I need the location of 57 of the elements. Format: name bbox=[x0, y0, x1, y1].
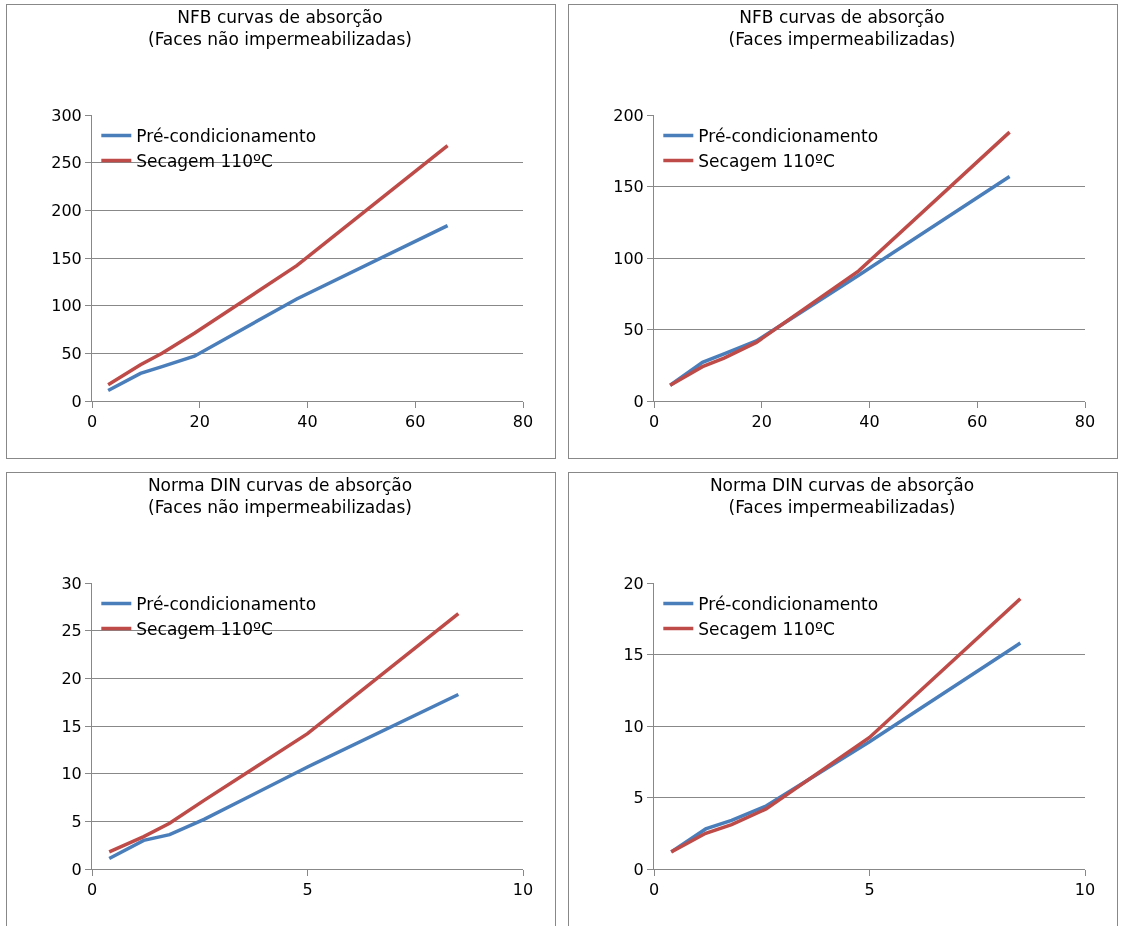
y-tick-label: 200 bbox=[613, 105, 644, 125]
y-tick-label: 10 bbox=[61, 764, 82, 784]
x-tick-label: 0 bbox=[648, 880, 660, 900]
y-tick-label: 0 bbox=[71, 391, 82, 411]
y-tick-label: 10 bbox=[623, 716, 644, 736]
x-tick-label: 5 bbox=[864, 880, 875, 900]
line-series bbox=[107, 611, 461, 854]
y-tick-label: 100 bbox=[51, 296, 82, 316]
y-tick-label: 15 bbox=[623, 645, 644, 665]
x-tick-label: 20 bbox=[189, 412, 210, 432]
y-tick-label: 0 bbox=[633, 391, 644, 411]
x-tick-label: 20 bbox=[751, 412, 772, 432]
chart-title: NFB curvas de absorção (Faces impermeabilizadas) bbox=[728, 7, 956, 50]
legend-label: Secagem 110ºC bbox=[698, 151, 835, 172]
chart-title: NFB curvas de absorção (Faces não impermeabilizadas) bbox=[148, 7, 412, 50]
y-tick-label: 150 bbox=[613, 177, 644, 197]
y-tick-label: 25 bbox=[61, 621, 82, 641]
line-series bbox=[669, 596, 1023, 854]
line-series bbox=[106, 143, 450, 387]
x-tick-label: 0 bbox=[86, 880, 98, 900]
x-tick-label: 40 bbox=[859, 412, 880, 432]
legend-label: Pré-condicionamento bbox=[136, 126, 317, 147]
legend-label: Secagem 110ºC bbox=[136, 619, 273, 640]
legend-label: Secagem 110ºC bbox=[698, 619, 835, 640]
line-series bbox=[106, 223, 450, 393]
x-tick-label: 60 bbox=[405, 412, 426, 432]
x-tick-label: 0 bbox=[86, 412, 98, 432]
x-tick-label: 0 bbox=[648, 412, 660, 432]
legend-label: Secagem 110ºC bbox=[136, 151, 273, 172]
y-tick-label: 300 bbox=[51, 105, 82, 125]
y-tick-label: 50 bbox=[61, 343, 82, 363]
y-tick-label: 30 bbox=[61, 573, 82, 593]
x-tick-label: 10 bbox=[512, 880, 534, 900]
y-tick-label: 100 bbox=[613, 248, 644, 268]
y-tick-label: 5 bbox=[71, 811, 82, 831]
x-tick-label: 80 bbox=[1074, 412, 1096, 432]
y-tick-label: 20 bbox=[61, 668, 82, 688]
y-tick-label: 15 bbox=[61, 716, 82, 736]
y-tick-label: 20 bbox=[623, 573, 644, 593]
chart-title: Norma DIN curvas de absorção (Faces impermeabilizadas) bbox=[709, 475, 975, 518]
y-tick-label: 250 bbox=[51, 153, 82, 173]
x-tick-label: 5 bbox=[302, 880, 313, 900]
line-series bbox=[107, 692, 461, 861]
legend-label: Pré-condicionamento bbox=[698, 594, 879, 615]
legend-label: Pré-condicionamento bbox=[698, 126, 879, 147]
x-tick-label: 10 bbox=[1074, 880, 1096, 900]
y-tick-label: 150 bbox=[51, 248, 82, 268]
x-tick-label: 80 bbox=[512, 412, 534, 432]
x-tick-label: 60 bbox=[967, 412, 988, 432]
y-tick-label: 50 bbox=[623, 320, 644, 340]
x-tick-label: 40 bbox=[297, 412, 318, 432]
chart-title: Norma DIN curvas de absorção (Faces não impermeabilizadas) bbox=[147, 475, 413, 518]
y-tick-label: 0 bbox=[71, 859, 82, 879]
y-tick-label: 200 bbox=[51, 200, 82, 220]
y-tick-label: 0 bbox=[633, 859, 644, 879]
legend-label: Pré-condicionamento bbox=[136, 594, 317, 615]
y-tick-label: 5 bbox=[633, 788, 644, 808]
